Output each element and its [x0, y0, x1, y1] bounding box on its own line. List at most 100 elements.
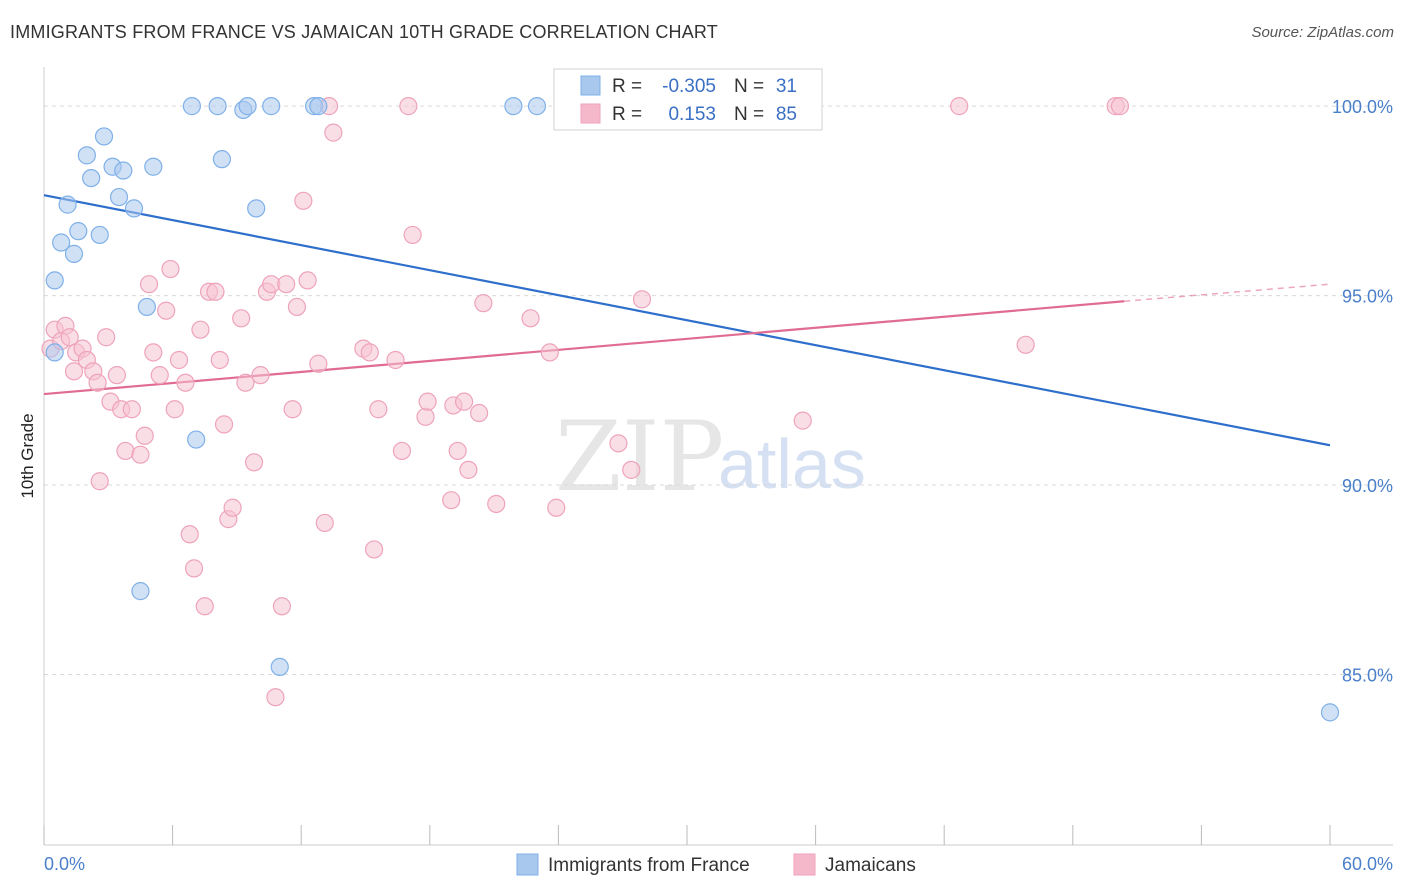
point-jamaicans: [294, 191, 313, 210]
y-axis-title: 10th Grade: [18, 413, 37, 498]
point-jamaicans: [547, 498, 566, 517]
point-jamaicans: [309, 354, 328, 373]
stats-n-value-france: 31: [776, 76, 797, 97]
point-jamaicans: [116, 441, 135, 461]
point-jamaicans: [60, 328, 79, 347]
point-jamaicans: [150, 366, 169, 385]
point-jamaicans: [165, 400, 184, 419]
x-tick-label-min: 0.0%: [44, 854, 85, 874]
stats-r-value-jamaicans: 0.153: [668, 104, 716, 125]
point-jamaicans: [540, 343, 559, 362]
stats-r-label-france: R =: [612, 76, 642, 97]
point-france: [94, 127, 114, 146]
point-jamaicans: [392, 441, 412, 461]
point-jamaicans: [107, 366, 126, 385]
point-jamaicans: [97, 328, 116, 347]
point-france: [262, 97, 281, 116]
point-jamaicans: [251, 366, 270, 385]
point-france: [504, 97, 523, 116]
point-jamaicans: [214, 415, 234, 434]
stats-r-label-jamaicans: R =: [612, 104, 642, 125]
x-tick-label-max: 60.0%: [1342, 854, 1393, 874]
point-france: [187, 430, 206, 449]
point-jamaicans: [223, 498, 242, 517]
point-france: [82, 168, 101, 188]
point-jamaicans: [195, 597, 214, 616]
point-jamaicans: [157, 301, 176, 320]
point-france: [208, 97, 227, 116]
point-france: [109, 187, 129, 207]
point-france: [182, 97, 201, 116]
point-jamaicans: [418, 392, 437, 411]
stats-swatch-france: [580, 75, 601, 96]
point-jamaicans: [950, 97, 969, 116]
point-jamaicans: [487, 494, 506, 514]
point-jamaicans: [184, 559, 204, 578]
point-jamaicans: [632, 290, 652, 309]
point-jamaicans: [176, 373, 195, 392]
point-jamaicans: [244, 453, 264, 472]
point-france: [114, 161, 133, 180]
point-jamaicans: [277, 275, 296, 294]
point-jamaicans: [521, 309, 540, 328]
point-jamaicans: [474, 294, 493, 313]
series-legend: Immigrants from France Jamaicans: [516, 853, 916, 876]
point-france: [69, 222, 88, 241]
point-jamaicans: [272, 597, 292, 616]
point-jamaicans: [454, 392, 474, 411]
stats-legend: R = -0.305 N = 31 R = 0.153 N = 85: [553, 68, 823, 131]
y-tick-label: 90.0%: [1342, 476, 1393, 496]
trend-lines: [43, 194, 1331, 447]
point-france: [45, 343, 64, 362]
point-jamaicans: [416, 407, 435, 426]
point-france: [131, 582, 150, 601]
point-france: [58, 195, 77, 214]
point-jamaicans: [144, 343, 163, 362]
point-jamaicans: [232, 309, 251, 328]
source-credit: Source: ZipAtlas.com: [1251, 24, 1394, 41]
point-france: [1320, 703, 1340, 722]
point-jamaicans: [135, 426, 154, 445]
point-jamaicans: [210, 350, 229, 370]
point-jamaicans: [399, 97, 418, 116]
watermark-zip: ZIP: [555, 401, 724, 513]
legend-label-france: Immigrants from France: [548, 855, 750, 876]
point-france: [77, 146, 96, 165]
trend-line-jamaicans-extension: [1124, 283, 1331, 302]
point-jamaicans: [180, 525, 199, 544]
point-jamaicans: [364, 540, 384, 559]
point-jamaicans: [315, 513, 334, 533]
watermark-atlas: atlas: [718, 425, 866, 503]
point-jamaicans: [448, 441, 467, 461]
point-jamaicans: [266, 688, 285, 707]
stats-r-value-france: -0.305: [662, 76, 716, 97]
y-tick-label: 95.0%: [1342, 287, 1393, 307]
chart-title: IMMIGRANTS FROM FRANCE VS JAMAICAN 10TH …: [10, 22, 718, 42]
point-france: [212, 150, 231, 169]
point-jamaicans: [1110, 97, 1130, 116]
point-france: [52, 233, 71, 252]
point-france: [247, 199, 266, 218]
point-france: [45, 271, 64, 290]
axes: [43, 67, 1393, 846]
point-france: [238, 97, 257, 116]
point-jamaicans: [169, 350, 189, 370]
point-jamaicans: [1016, 335, 1035, 354]
legend-swatch-france: [516, 853, 539, 876]
point-jamaicans: [442, 491, 461, 510]
point-jamaicans: [403, 225, 422, 245]
point-jamaicans: [139, 275, 159, 294]
point-jamaicans: [459, 460, 478, 479]
stats-swatch-jamaicans: [580, 103, 601, 124]
point-jamaicans: [793, 411, 812, 430]
point-jamaicans: [622, 460, 641, 479]
point-jamaicans: [283, 400, 302, 419]
point-jamaicans: [122, 400, 141, 419]
point-jamaicans: [90, 472, 109, 491]
y-tick-label: 85.0%: [1342, 665, 1393, 685]
trend-line-france: [43, 194, 1331, 447]
point-france: [527, 97, 547, 116]
point-france: [144, 157, 163, 176]
point-jamaicans: [369, 400, 388, 419]
